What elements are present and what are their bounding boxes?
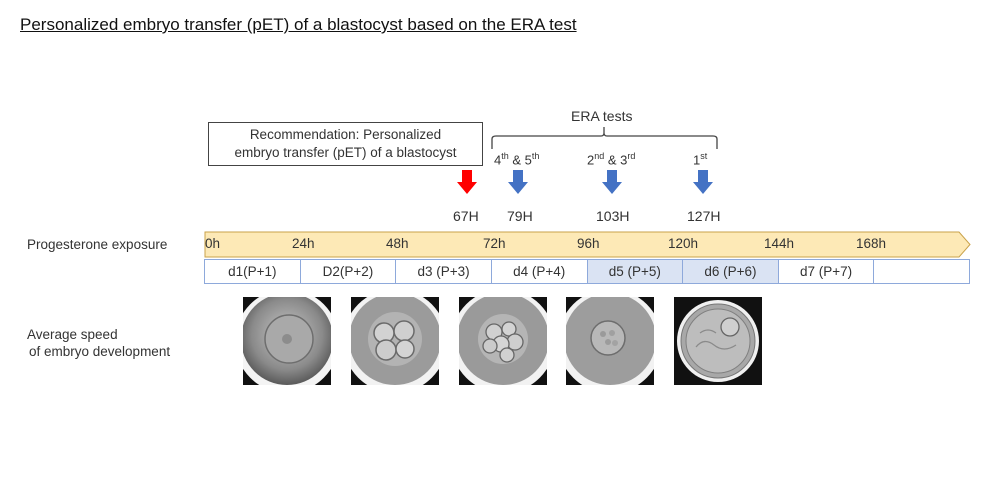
day-cell-highlighted: d6 (P+6)	[682, 259, 779, 284]
era-bracket	[491, 127, 718, 149]
timeline-tick: 144h	[764, 236, 795, 251]
era-arrow-icon	[693, 170, 713, 194]
timeline-tick: 168h	[856, 236, 887, 251]
era-hour-label: 103H	[596, 208, 630, 224]
day-cell: d3 (P+3)	[395, 259, 492, 284]
day-cell: d7 (P+7)	[777, 259, 875, 284]
recommended-transfer-arrow-icon	[457, 170, 477, 194]
embryo-image-day1	[243, 297, 331, 385]
embryo-image-day3	[459, 297, 547, 385]
progesterone-timeline-arrow	[204, 231, 971, 258]
timeline-tick: 24h	[292, 236, 315, 251]
development-line-2: of embryo development	[29, 344, 171, 359]
embryo-image-day2	[351, 297, 439, 385]
era-tests-label: ERA tests	[571, 108, 633, 124]
timeline-tick: 0h	[205, 236, 221, 251]
development-line-1: Average speed	[27, 327, 118, 342]
recommendation-box: Recommendation: Personalized embryo tran…	[208, 122, 483, 166]
era-hour-label: 127H	[687, 208, 721, 224]
recommendation-line-2: embryo transfer (pET) of a blastocyst	[234, 145, 457, 160]
era-hour-label: 79H	[507, 208, 533, 224]
recommended-hour-label: 67H	[453, 208, 479, 224]
era-arrow-icon	[602, 170, 622, 194]
day-cell	[873, 259, 970, 284]
era-test-label-2-3: 2nd & 3rd	[587, 151, 636, 168]
day-cell-highlighted: d5 (P+5)	[586, 259, 684, 284]
era-test-label-4-5: 4th & 5th	[494, 151, 540, 168]
era-test-label-1: 1st	[693, 151, 708, 168]
timeline-tick: 48h	[386, 236, 409, 251]
day-cell: d4 (P+4)	[490, 259, 588, 284]
day-row: d1(P+1) D2(P+2) d3 (P+3) d4 (P+4) d5 (P+…	[204, 259, 970, 284]
embryo-image-day4	[566, 297, 654, 385]
page-title: Personalized embryo transfer (pET) of a …	[20, 15, 577, 34]
day-cell: D2(P+2)	[299, 259, 397, 284]
timeline-tick: 96h	[577, 236, 600, 251]
progesterone-exposure-label: Progesterone exposure	[27, 237, 168, 252]
development-speed-label: Average speed of embryo development	[27, 326, 170, 360]
day-cell: d1(P+1)	[204, 259, 301, 284]
era-arrow-icon	[508, 170, 528, 194]
timeline-tick: 72h	[483, 236, 506, 251]
timeline-tick: 120h	[668, 236, 699, 251]
recommendation-line-1: Recommendation: Personalized	[249, 127, 442, 142]
embryo-image-day5	[674, 297, 762, 385]
